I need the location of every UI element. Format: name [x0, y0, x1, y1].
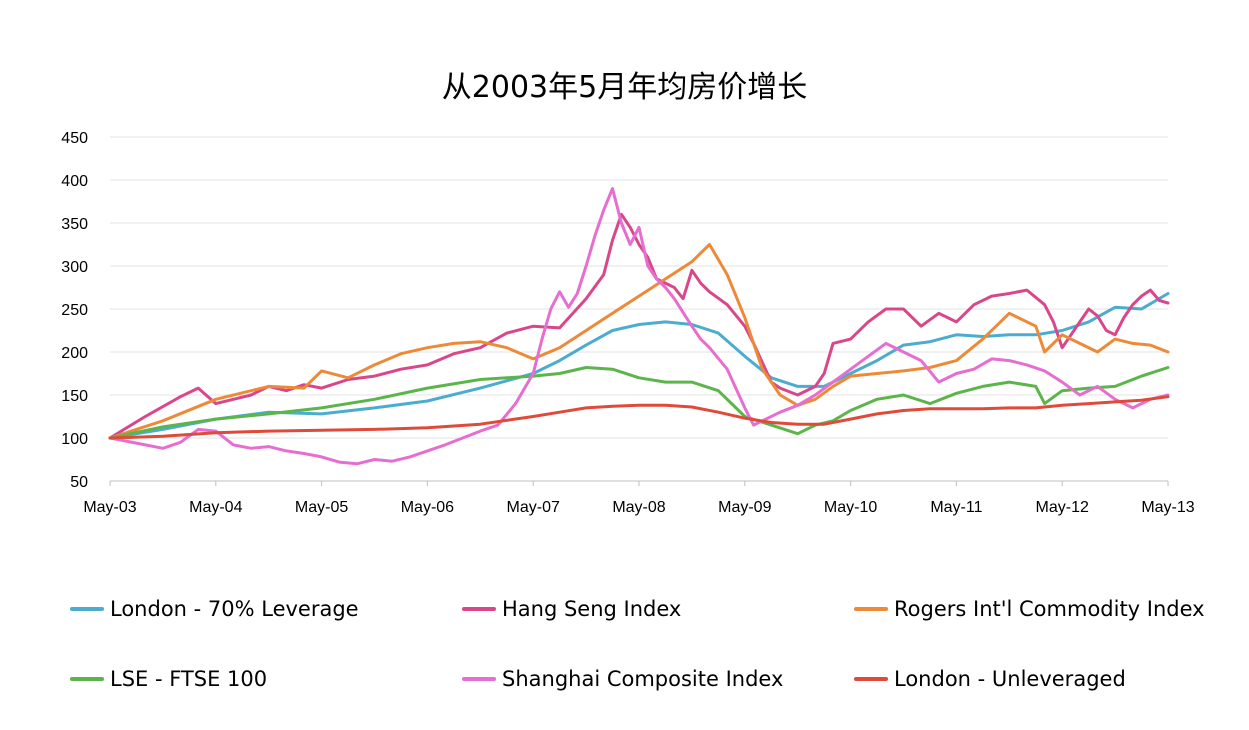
- legend-label: LSE - FTSE 100: [110, 667, 268, 691]
- legend-item: Rogers Int'l Commodity Index: [854, 597, 1205, 621]
- legend-item: Shanghai Composite Index: [462, 667, 783, 691]
- series-lines: [108, 187, 1170, 466]
- series-line: [108, 187, 1170, 466]
- x-tick-label: May-08: [612, 499, 665, 516]
- y-tick-label: 250: [61, 302, 88, 319]
- x-tick-label: May-11: [930, 499, 982, 516]
- x-tick-label: May-10: [824, 499, 877, 516]
- series-line: [108, 395, 1170, 440]
- series-line: [108, 366, 1170, 440]
- legend-item: London - Unleveraged: [854, 667, 1126, 691]
- legend-label: London - Unleveraged: [894, 667, 1126, 691]
- y-tick-label: 150: [61, 388, 88, 405]
- series-line: [108, 292, 1170, 440]
- y-tick-label: 300: [61, 259, 88, 276]
- legend-item: Hang Seng Index: [462, 597, 681, 621]
- legend-item: LSE - FTSE 100: [70, 667, 267, 691]
- y-tick-label: 50: [70, 474, 88, 491]
- legend-swatch: [462, 607, 496, 611]
- x-tick-label: May-04: [189, 499, 242, 516]
- legend-label: Shanghai Composite Index: [502, 667, 784, 691]
- x-tick-label: May-05: [295, 499, 348, 516]
- legend-swatch: [70, 607, 104, 611]
- x-tick-label: May-07: [507, 499, 560, 516]
- legend-swatch: [854, 607, 888, 611]
- x-tick-label: May-13: [1141, 499, 1194, 516]
- y-tick-label: 400: [61, 173, 88, 190]
- series-line: [108, 243, 1170, 440]
- y-tick-label: 350: [61, 216, 88, 233]
- chart-title: 从2003年5月年均房价增长: [441, 70, 808, 105]
- y-tick-label: 450: [61, 130, 88, 147]
- legend-item: London - 70% Leverage: [70, 597, 359, 621]
- x-tick-label: May-12: [1036, 499, 1089, 516]
- x-tick-label: May-09: [718, 499, 771, 516]
- y-tick-label: 200: [61, 345, 88, 362]
- legend-label: Rogers Int'l Commodity Index: [894, 597, 1205, 621]
- legend-swatch: [462, 677, 496, 681]
- x-axis: May-03 May-04 May-05 May-06 May-07 May-08 May-…: [83, 481, 1195, 516]
- y-axis: 50 100 150 200 250 300 350 400 450: [61, 130, 88, 491]
- gridlines: [110, 136, 1168, 482]
- x-tick-label: May-06: [401, 499, 454, 516]
- x-tick-label: May-03: [83, 499, 136, 516]
- legend-label: London - 70% Leverage: [110, 597, 359, 621]
- legend-label: Hang Seng Index: [502, 597, 682, 621]
- legend-swatch: [854, 677, 888, 681]
- y-tick-label: 100: [61, 431, 88, 448]
- legend-swatch: [70, 677, 104, 681]
